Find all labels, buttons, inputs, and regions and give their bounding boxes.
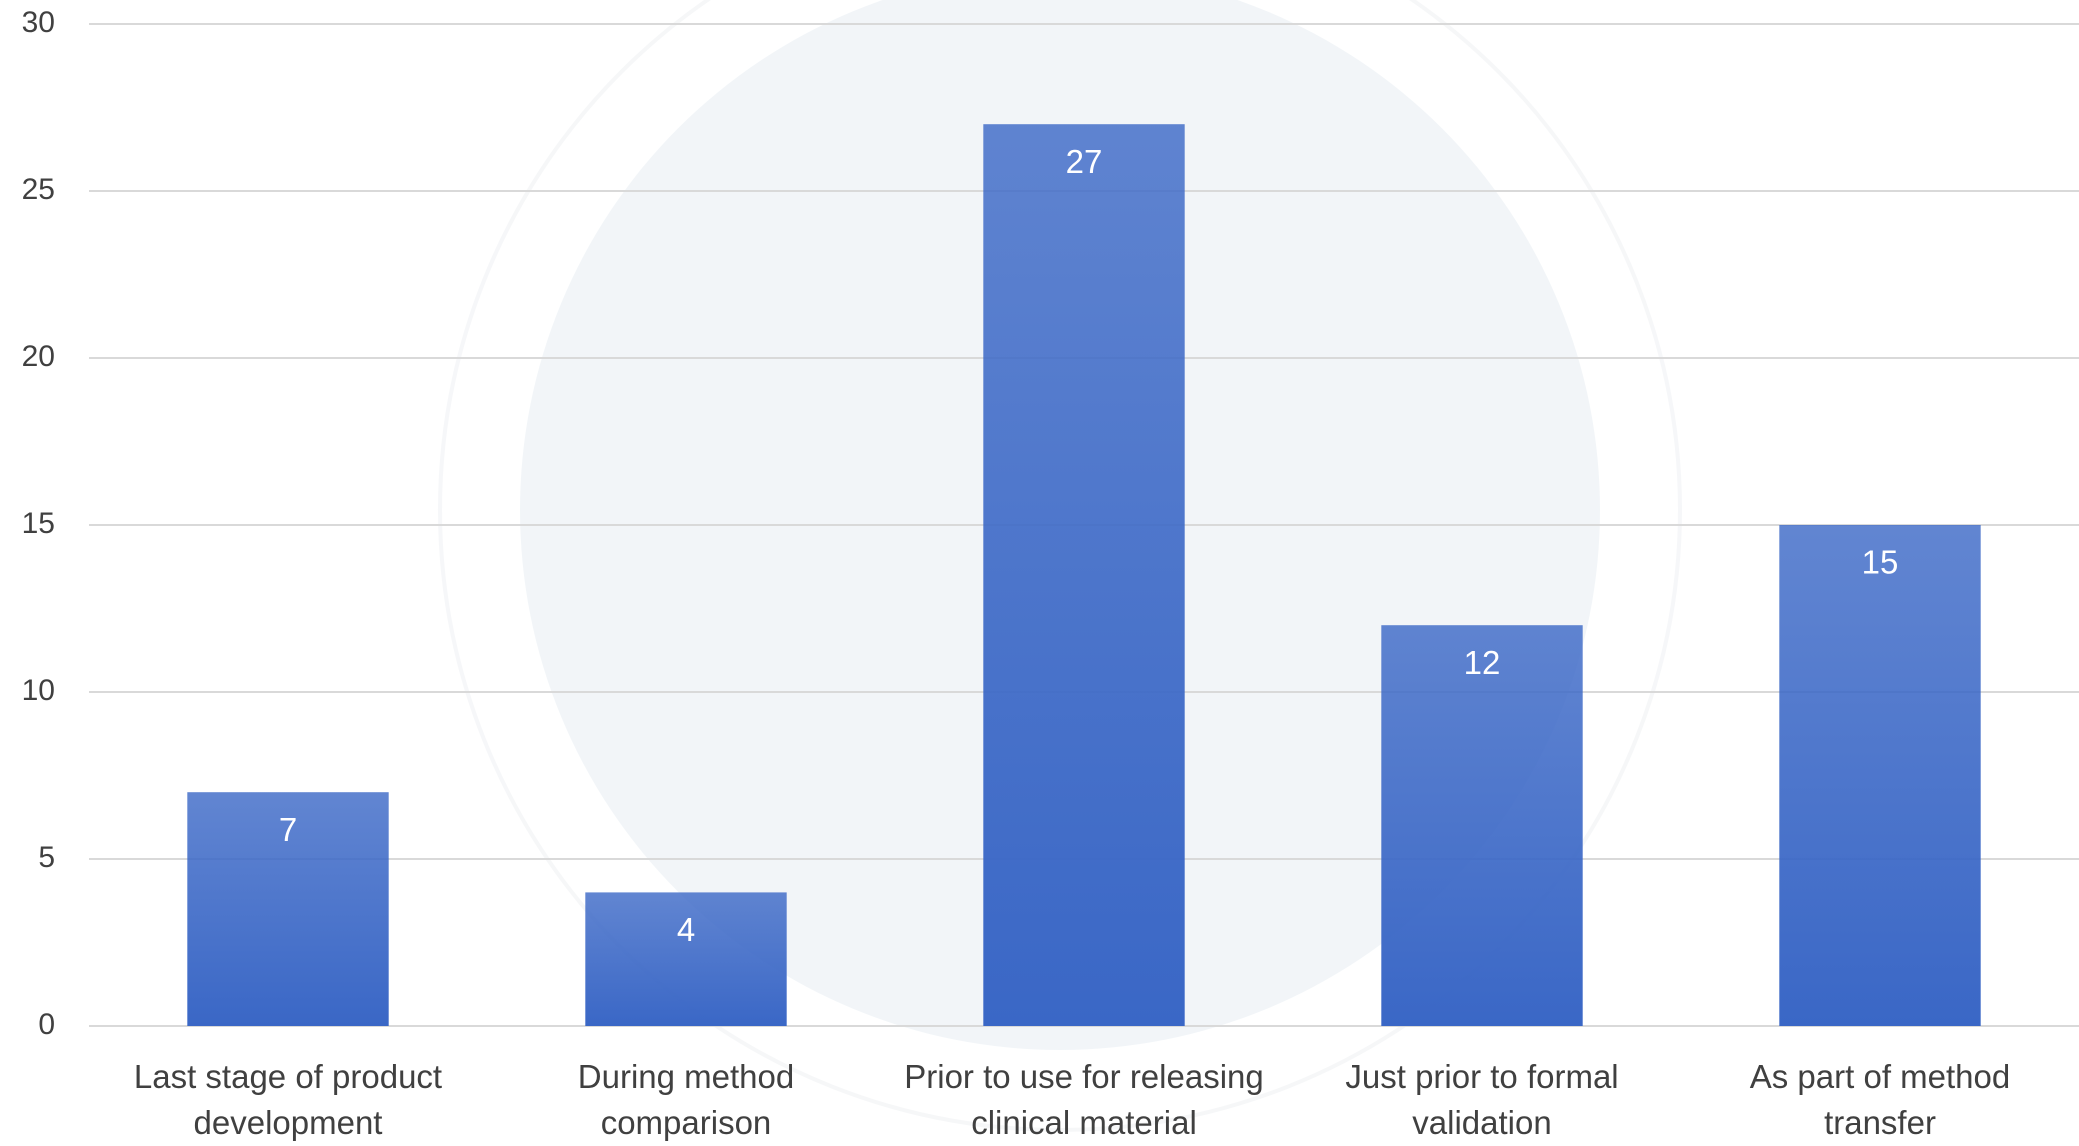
bar — [187, 792, 389, 1026]
y-tick-label: 25 — [22, 173, 55, 206]
data-label: 15 — [1862, 544, 1899, 581]
x-tick-label: Prior to use for releasing clinical mate… — [904, 1058, 1264, 1141]
bar — [1381, 625, 1583, 1026]
data-label: 7 — [279, 811, 297, 848]
y-tick-label: 0 — [38, 1008, 55, 1041]
data-label: 12 — [1464, 644, 1501, 681]
y-tick-label: 30 — [22, 6, 55, 39]
x-tick-label: As part of method transfer — [1749, 1058, 2011, 1141]
y-tick-label: 20 — [22, 340, 55, 373]
y-tick-label: 5 — [38, 841, 55, 874]
bar — [585, 892, 787, 1026]
y-tick-label: 10 — [22, 674, 55, 707]
y-tick-label: 15 — [22, 507, 55, 540]
x-tick-label: During method comparison — [577, 1058, 795, 1141]
data-label: 4 — [677, 911, 695, 948]
watermark-ring — [438, 0, 1682, 1132]
x-tick-label: Just prior to formal validation — [1345, 1058, 1619, 1141]
bar — [1779, 525, 1981, 1026]
bar — [983, 124, 1185, 1026]
x-tick-label: Last stage of product development — [133, 1058, 443, 1141]
data-label: 27 — [1066, 143, 1103, 180]
